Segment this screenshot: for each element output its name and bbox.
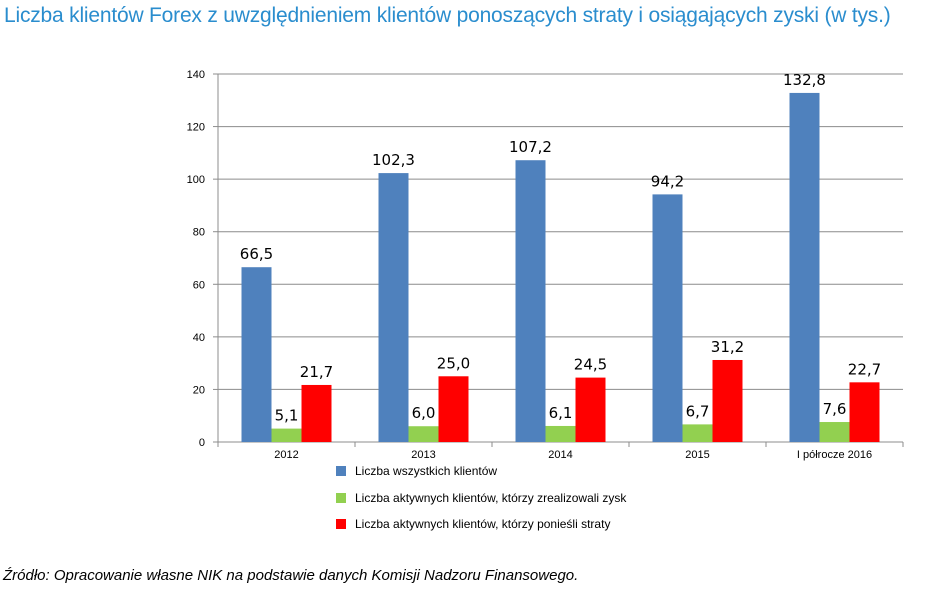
data-label: 24,5 <box>574 356 607 374</box>
y-tick-label: 80 <box>193 227 205 239</box>
legend-item-loss-clients: Liczba aktywnych klientów, którzy ponieś… <box>336 511 626 538</box>
y-tick-label: 20 <box>193 384 205 396</box>
x-tick-label: 2014 <box>548 449 572 461</box>
data-label: 6,0 <box>412 404 436 422</box>
bar <box>408 426 439 442</box>
data-label: 107,2 <box>509 138 552 156</box>
legend-item-all-clients: Liczba wszystkich klientów <box>336 458 626 485</box>
bar <box>241 267 272 442</box>
legend-label-profit-clients: Liczba aktywnych klientów, którzy zreali… <box>355 490 627 505</box>
data-label: 7,6 <box>823 400 847 418</box>
y-tick-label: 100 <box>187 174 205 186</box>
bar <box>271 428 302 442</box>
data-label: 66,5 <box>240 245 273 263</box>
y-tick-label: 140 <box>187 69 205 81</box>
data-label: 21,7 <box>300 363 333 381</box>
bar <box>515 160 546 442</box>
x-tick-label: 2015 <box>685 449 709 461</box>
bar <box>575 377 606 442</box>
data-label: 6,1 <box>549 404 573 422</box>
data-label: 22,7 <box>848 360 881 378</box>
data-label: 6,7 <box>686 402 710 420</box>
bar <box>301 384 332 442</box>
data-label: 5,1 <box>275 407 299 425</box>
x-tick-label: 2013 <box>411 449 435 461</box>
legend-label-all-clients: Liczba wszystkich klientów <box>355 464 498 479</box>
chart-title: Liczba klientów Forex z uwzględnieniem k… <box>4 4 891 27</box>
legend-swatch-all-clients <box>336 466 346 477</box>
data-label: 25,0 <box>437 354 470 372</box>
legend-item-profit-clients: Liczba aktywnych klientów, którzy zreali… <box>336 485 626 512</box>
legend-label-loss-clients: Liczba aktywnych klientów, którzy ponieś… <box>355 517 611 532</box>
bar <box>819 422 850 442</box>
y-tick-label: 60 <box>193 279 205 291</box>
data-label: 102,3 <box>372 151 415 169</box>
y-tick-label: 0 <box>199 437 205 449</box>
bar <box>712 359 743 442</box>
y-tick-label: 40 <box>193 332 205 344</box>
bar <box>789 92 820 442</box>
chart-legend: Liczba wszystkich klientów Liczba aktywn… <box>336 458 626 538</box>
x-tick-label: I półrocze 2016 <box>797 449 872 461</box>
x-tick-label: 2012 <box>274 449 298 461</box>
data-label: 31,2 <box>711 338 744 356</box>
legend-swatch-profit-clients <box>336 492 346 503</box>
bar <box>438 376 469 442</box>
legend-swatch-loss-clients <box>336 519 346 530</box>
bar <box>682 424 713 442</box>
data-label: 132,8 <box>783 71 826 89</box>
source-note: Źródło: Opracowanie własne NIK na podsta… <box>3 567 579 584</box>
bar <box>652 194 683 442</box>
bar <box>378 173 409 442</box>
bar <box>849 382 880 442</box>
bar <box>545 425 576 442</box>
data-label: 94,2 <box>651 172 684 190</box>
y-tick-label: 120 <box>187 122 205 134</box>
